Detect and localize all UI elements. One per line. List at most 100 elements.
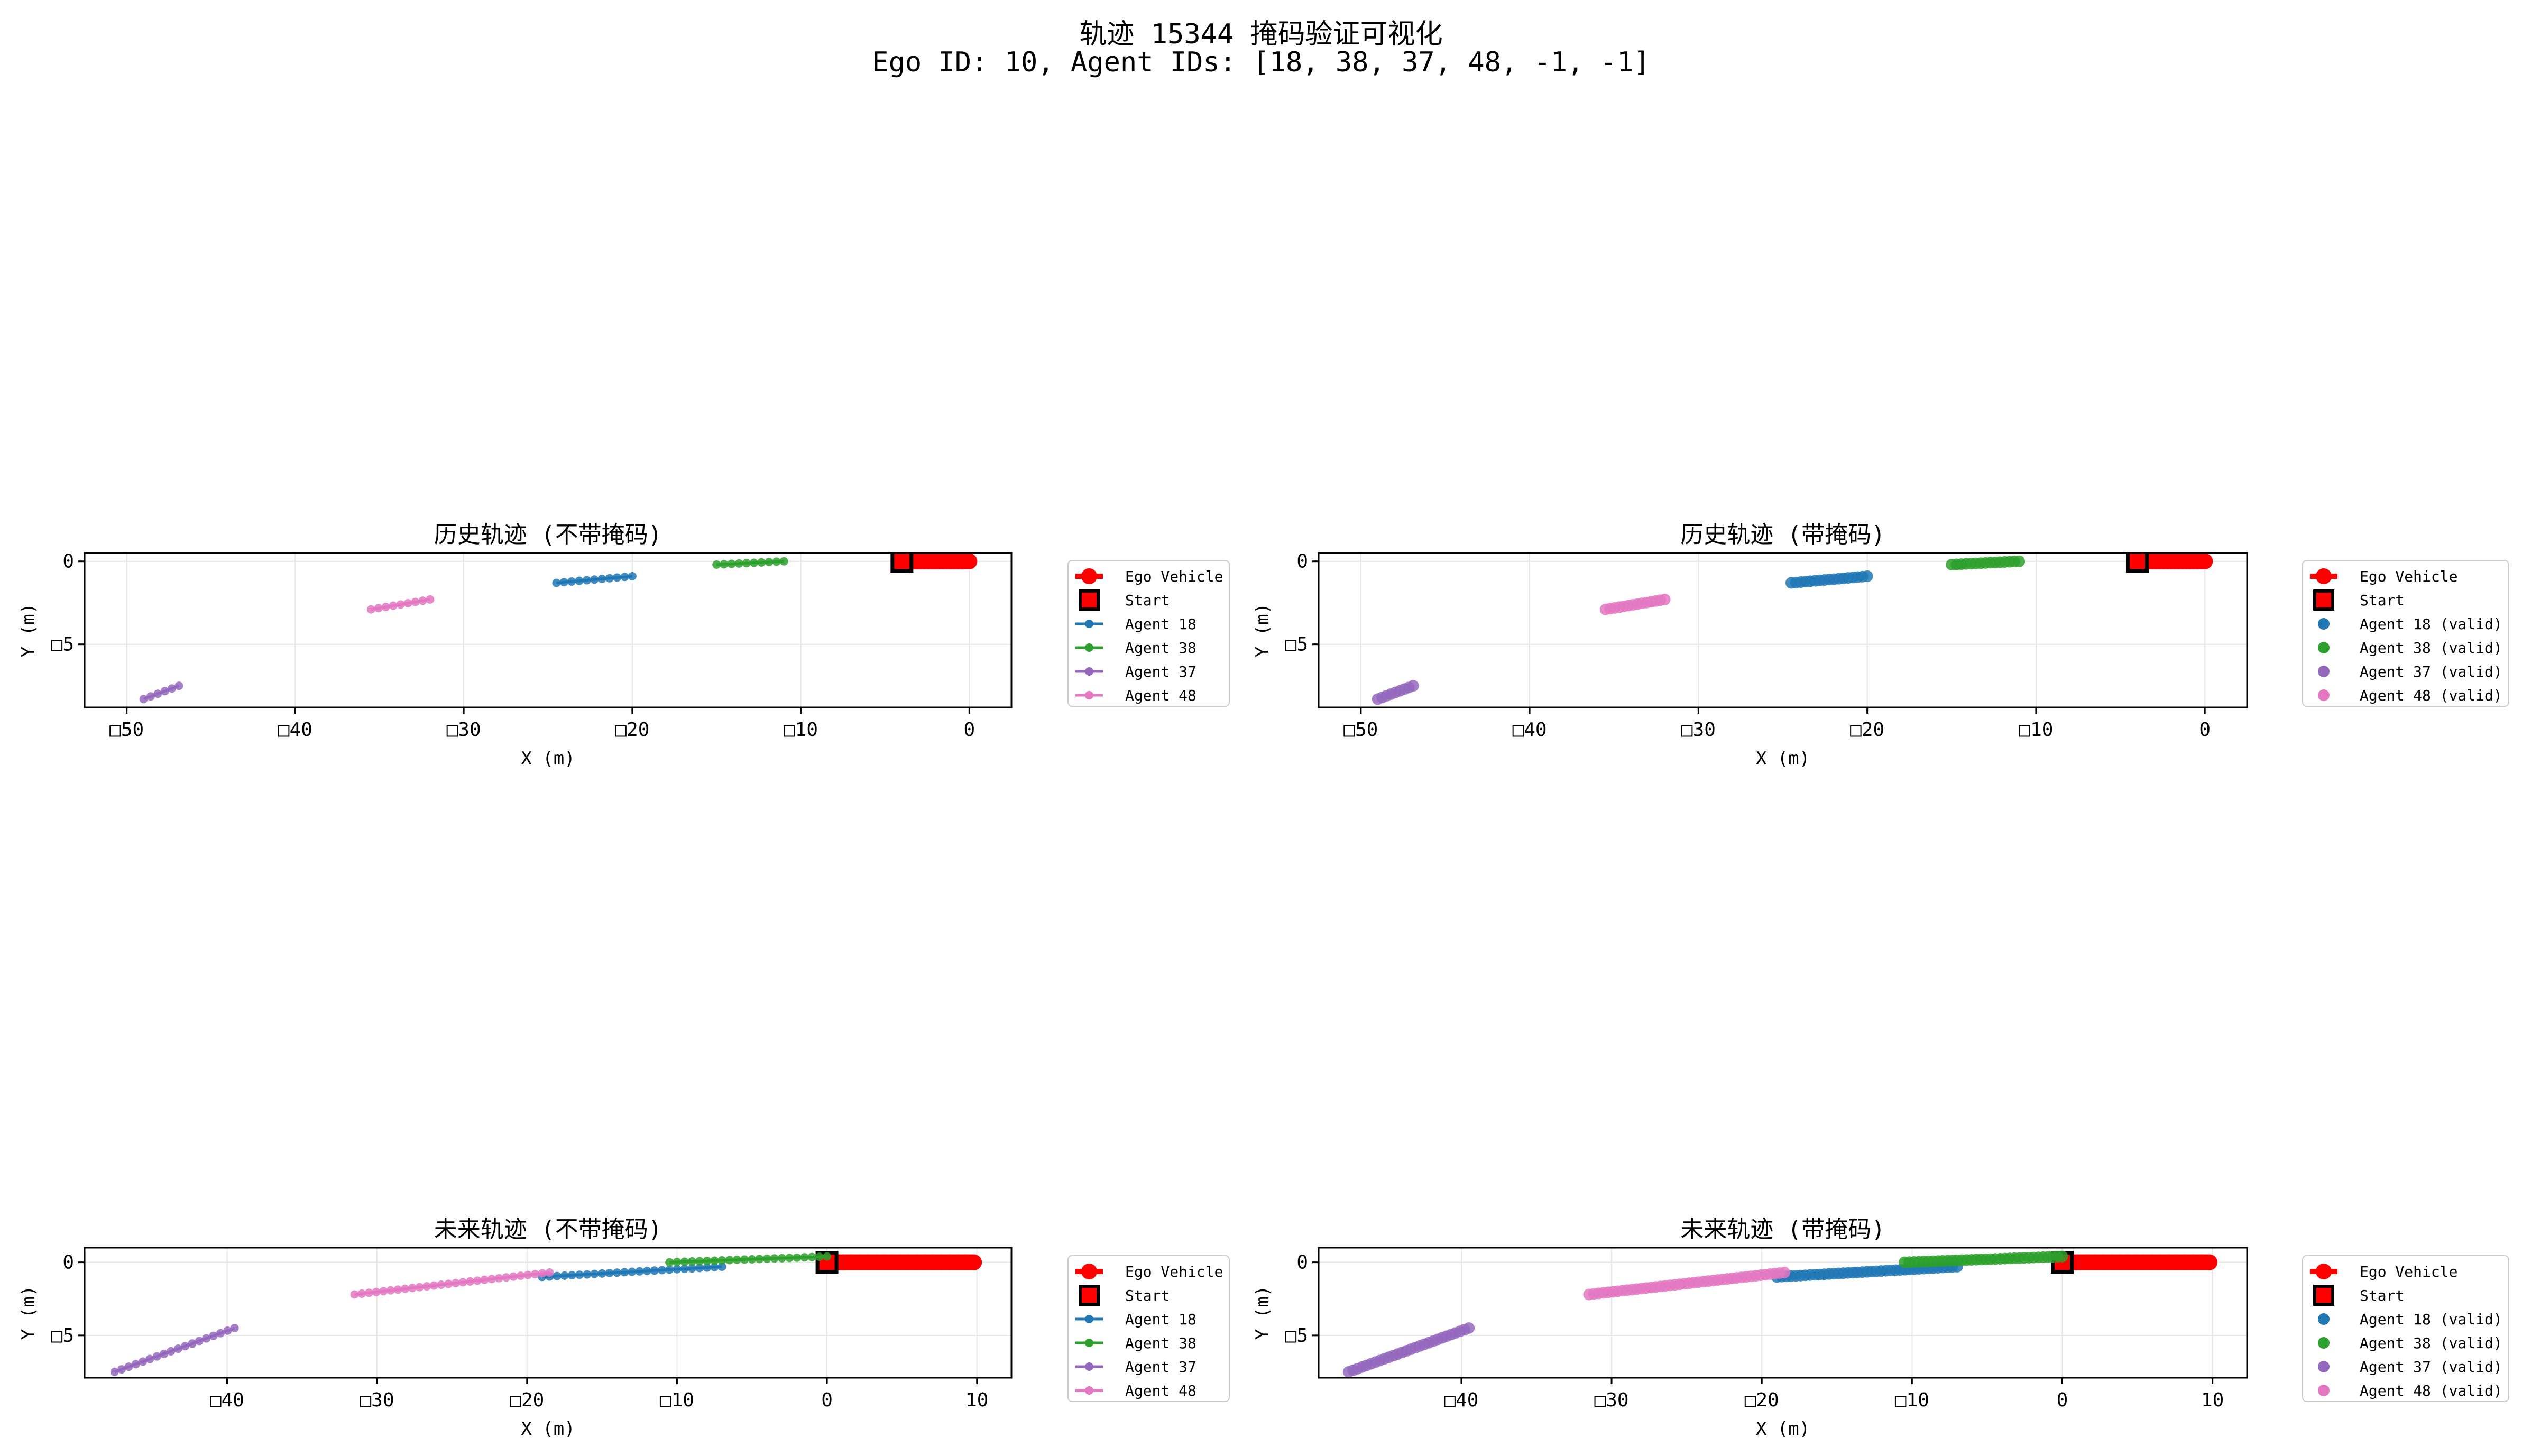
legend-handle-marker (2318, 689, 2330, 701)
legend-handle-marker (1085, 620, 1093, 628)
agent-trajectory-point (755, 1255, 764, 1264)
agent-trajectory-point (386, 1286, 395, 1295)
x-tick-label: 0 (2057, 1389, 2068, 1411)
legend-frame (2302, 560, 2509, 707)
agent-trajectory-point (1861, 570, 1873, 582)
agent-trajectory-point (374, 604, 383, 613)
agent-trajectory-point (734, 559, 743, 568)
agent-trajectory-point (725, 1256, 734, 1265)
legend-handle-marker (2318, 1337, 2330, 1349)
agent-trajectory-point (426, 595, 435, 604)
x-tick-label: □20 (615, 719, 649, 741)
agent-trajectory-point (422, 1282, 431, 1291)
x-axis-label: X (m) (1756, 748, 1810, 769)
legend-label: Agent 48 (1125, 1382, 1196, 1399)
agent-trajectory-point (778, 1254, 787, 1263)
agent-trajectory-point (687, 1257, 696, 1266)
agent-trajectory-point (680, 1264, 689, 1273)
agent-trajectory-point (167, 1347, 176, 1356)
chart-panel-4: □40 □30 □20 □10 0 10 0 □5 未来轨迹 (带掩码) X (m) Y (m) Eg… (1252, 1216, 2509, 1440)
agent-trajectory-point (665, 1258, 674, 1267)
agent-trajectory-point (411, 597, 420, 606)
start-marker (890, 553, 914, 573)
agent-trajectory-point (216, 1329, 225, 1338)
legend: Ego Vehicle Start Agent 18 Agent 38 Agent 37… (1067, 560, 1230, 707)
agent-trajectory-point (742, 559, 751, 568)
legend-label: Agent 18 (valid) (2360, 1311, 2502, 1328)
legend-handle-marker (2318, 1313, 2330, 1325)
x-tick-label: □40 (278, 719, 312, 741)
agent-trajectory-point (695, 1257, 704, 1266)
y-tick-label: 0 (1296, 1252, 1308, 1274)
legend-handle-marker (1085, 691, 1093, 699)
agent-trajectory-point (473, 1276, 482, 1285)
x-tick-label: □10 (784, 719, 818, 741)
ego-trajectory-point (2197, 553, 2213, 569)
legend-handle-marker (1085, 1315, 1093, 1323)
chart-title: 历史轨迹 (不带掩码) (434, 521, 662, 548)
chart-title: 历史轨迹 (带掩码) (1680, 521, 1885, 548)
plot-area (1372, 553, 2213, 705)
x-tick-label: □20 (1745, 1389, 1779, 1411)
agent-trajectory-point (695, 1264, 704, 1273)
legend-label: Agent 37 (1125, 1358, 1196, 1376)
agent-trajectory-point (750, 558, 759, 567)
agent-trajectory-point (665, 1265, 674, 1274)
legend-handle-marker (2316, 568, 2332, 584)
agent-trajectory-point (559, 578, 568, 587)
agent-trajectory-point (538, 1269, 547, 1278)
agent-trajectory-point (612, 1268, 621, 1277)
agent-trajectory-point (160, 687, 169, 696)
y-axis-label: Y (m) (18, 1286, 39, 1340)
legend-label: Start (2360, 592, 2404, 609)
agent-trajectory-point (160, 1349, 169, 1358)
agent-trajectory-point (2056, 1250, 2068, 1263)
agent-trajectory-point (785, 1254, 794, 1263)
agent-trajectory-point (523, 1270, 532, 1279)
legend-handle-marker (1081, 568, 1097, 584)
x-tick-label: □40 (1513, 719, 1547, 741)
figure-subtitle: Ego ID: 10, Agent IDs: [18, 38, 37, 48, … (872, 47, 1650, 78)
agent-trajectory-point (590, 1269, 599, 1278)
figure-title: 轨迹 15344 掩码验证可视化 (1079, 19, 1443, 50)
chart-title: 未来轨迹 (带掩码) (1680, 1216, 1885, 1243)
agent-trajectory-point (552, 578, 561, 587)
agent-trajectory-point (444, 1279, 453, 1288)
agent-trajectory-point (146, 692, 155, 701)
agent-trajectory-point (823, 1252, 832, 1261)
agent-trajectory-point (553, 1271, 562, 1280)
agent-trajectory-point (740, 1255, 749, 1264)
agent-trajectory-point (174, 681, 183, 690)
legend-frame (2302, 1255, 2509, 1402)
legend-handle-marker (1085, 1362, 1093, 1371)
agent-trajectory-point (2013, 555, 2025, 567)
agent-trajectory-point (494, 1274, 503, 1283)
x-tick-label: 0 (2199, 719, 2211, 741)
agent-trajectory-point (800, 1253, 809, 1262)
y-tick-label: 0 (62, 1252, 74, 1274)
agent-trajectory-point (357, 1289, 366, 1298)
legend-handle-marker (1085, 1386, 1093, 1395)
legend-label: Start (1125, 1287, 1170, 1304)
legend-handle-marker (2318, 642, 2330, 653)
ego-trajectory-point (2201, 1254, 2217, 1270)
legend-label: Ego Vehicle (1125, 1263, 1223, 1280)
legend-handle-marker (1085, 667, 1093, 676)
agent-trajectory-point (727, 559, 736, 568)
agent-trajectory-point (408, 1284, 417, 1293)
agent-trajectory-point (793, 1253, 802, 1262)
y-tick-label: □5 (1285, 634, 1308, 656)
y-tick-label: □5 (51, 1325, 74, 1347)
agent-trajectory-point (117, 1365, 126, 1374)
legend-handle-marker (2318, 1385, 2330, 1396)
agent-trajectory-point (458, 1278, 467, 1287)
x-tick-label: □30 (1681, 719, 1716, 741)
y-axis-label: Y (m) (18, 603, 39, 657)
legend: Ego Vehicle Start Agent 18 Agent 38 Agent 37… (1067, 1255, 1230, 1402)
agent-trajectory-point (597, 574, 606, 583)
legend-label: Ego Vehicle (2360, 1263, 2457, 1280)
agent-trajectory-point (195, 1337, 204, 1346)
chart-panel-3: □40 □30 □20 □10 0 10 0 □5 未来轨迹 (不带掩码) X (m) Y (m) E… (18, 1216, 1230, 1440)
